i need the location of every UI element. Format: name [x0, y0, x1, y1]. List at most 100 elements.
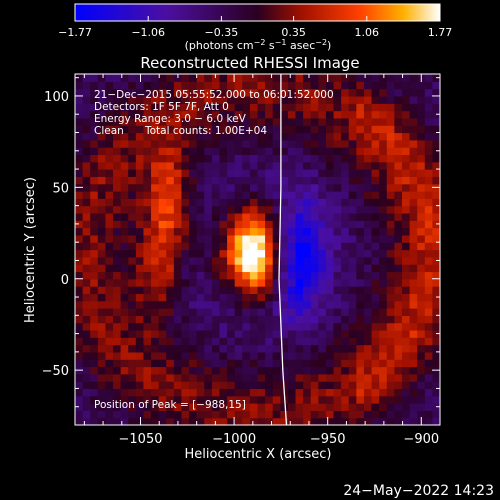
- heatmap-cell: [105, 139, 114, 148]
- heatmap-cell: [310, 242, 319, 251]
- heatmap-cell: [318, 351, 327, 360]
- heatmap-cell: [287, 264, 297, 273]
- heatmap-cell: [82, 95, 91, 104]
- heatmap-cell: [325, 205, 335, 214]
- heatmap-cell: [280, 227, 289, 236]
- heatmap-cell: [363, 315, 373, 324]
- heatmap-cell: [135, 337, 145, 346]
- heatmap-cell: [219, 103, 228, 112]
- heatmap-cell: [333, 220, 342, 229]
- heatmap-cell: [234, 74, 243, 82]
- heatmap-cell: [318, 308, 327, 316]
- heatmap-cell: [363, 271, 373, 280]
- heatmap-cell: [386, 227, 395, 236]
- heatmap-cell: [394, 74, 403, 82]
- heatmap-cell: [424, 366, 433, 375]
- heatmap-cell: [75, 139, 84, 148]
- heatmap-cell: [75, 286, 84, 294]
- heatmap-cell: [113, 132, 122, 141]
- heatmap-cell: [371, 176, 380, 185]
- heatmap-cell: [424, 410, 433, 419]
- heatmap-cell: [272, 300, 281, 309]
- heatmap-cell: [75, 147, 84, 156]
- heatmap-cell: [151, 315, 160, 324]
- heatmap-cell: [158, 366, 167, 375]
- heatmap-cell: [211, 300, 221, 309]
- heatmap-cell: [211, 242, 221, 251]
- heatmap-cell: [303, 417, 312, 425]
- heatmap-cell: [295, 344, 304, 353]
- heatmap-cell: [318, 315, 327, 324]
- heatmap-cell: [113, 366, 122, 375]
- heatmap-cell: [234, 308, 243, 316]
- heatmap-cell: [181, 410, 190, 419]
- heatmap-cell: [90, 256, 99, 265]
- heatmap-cell: [417, 183, 426, 192]
- heatmap-cell: [386, 220, 395, 229]
- heatmap-cell: [386, 74, 395, 82]
- heatmap-cell: [424, 234, 433, 243]
- heatmap-cell: [348, 95, 357, 104]
- heatmap-cell: [219, 417, 228, 425]
- heatmap-cell: [303, 132, 312, 141]
- heatmap-cell: [333, 74, 342, 82]
- heatmap-cell: [158, 286, 167, 294]
- heatmap-cell: [105, 395, 114, 404]
- heatmap-cell: [181, 95, 190, 104]
- heatmap-cell: [82, 74, 91, 82]
- heatmap-cell: [303, 403, 312, 411]
- heatmap-cell: [75, 249, 84, 258]
- heatmap-cell: [173, 388, 183, 397]
- heatmap-cell: [196, 110, 205, 119]
- heatmap-cell: [386, 410, 395, 419]
- heatmap-cell: [151, 234, 160, 243]
- heatmap-cell: [189, 95, 198, 104]
- heatmap-cell: [82, 227, 91, 236]
- heatmap-cell: [257, 191, 266, 199]
- heatmap-cell: [432, 373, 440, 382]
- heatmap-cell: [113, 388, 122, 397]
- heatmap-cell: [249, 351, 259, 360]
- heatmap-cell: [105, 381, 114, 390]
- heatmap-cell: [417, 308, 426, 316]
- heatmap-cell: [242, 308, 251, 316]
- heatmap-cell: [386, 315, 395, 324]
- heatmap-cell: [341, 264, 350, 273]
- heatmap-cell: [158, 329, 167, 338]
- heatmap-cell: [432, 198, 440, 207]
- heatmap-cell: [158, 403, 167, 411]
- heatmap-cell: [75, 103, 84, 112]
- heatmap-cell: [90, 154, 99, 163]
- heatmap-cell: [105, 125, 114, 134]
- heatmap-cell: [166, 117, 175, 126]
- heatmap-cell: [120, 256, 129, 265]
- heatmap-cell: [310, 373, 319, 382]
- heatmap-cell: [341, 183, 350, 192]
- heatmap-cell: [325, 227, 335, 236]
- heatmap-cell: [75, 308, 84, 316]
- heatmap-cell: [128, 103, 137, 112]
- heatmap-cell: [295, 381, 304, 390]
- heatmap-cell: [249, 212, 259, 221]
- heatmap-cell: [280, 74, 289, 82]
- heatmap-cell: [303, 351, 312, 360]
- heatmap-cell: [181, 359, 190, 368]
- heatmap-cell: [363, 278, 373, 287]
- heatmap-cell: [432, 249, 440, 258]
- heatmap-cell: [295, 205, 304, 214]
- heatmap-cell: [219, 125, 228, 134]
- heatmap-cell: [409, 410, 418, 419]
- heatmap-cell: [386, 337, 395, 346]
- heatmap-cell: [196, 373, 205, 382]
- heatmap-cell: [265, 147, 274, 156]
- heatmap-cell: [356, 117, 365, 126]
- heatmap-cell: [257, 212, 266, 221]
- heatmap-cell: [181, 271, 190, 280]
- heatmap-cell: [280, 88, 289, 97]
- heatmap-cell: [432, 191, 440, 199]
- heatmap-cell: [211, 381, 221, 390]
- heatmap-cell: [120, 81, 129, 90]
- heatmap-cell: [204, 351, 213, 360]
- heatmap-cell: [135, 198, 145, 207]
- heatmap-cell: [265, 110, 274, 119]
